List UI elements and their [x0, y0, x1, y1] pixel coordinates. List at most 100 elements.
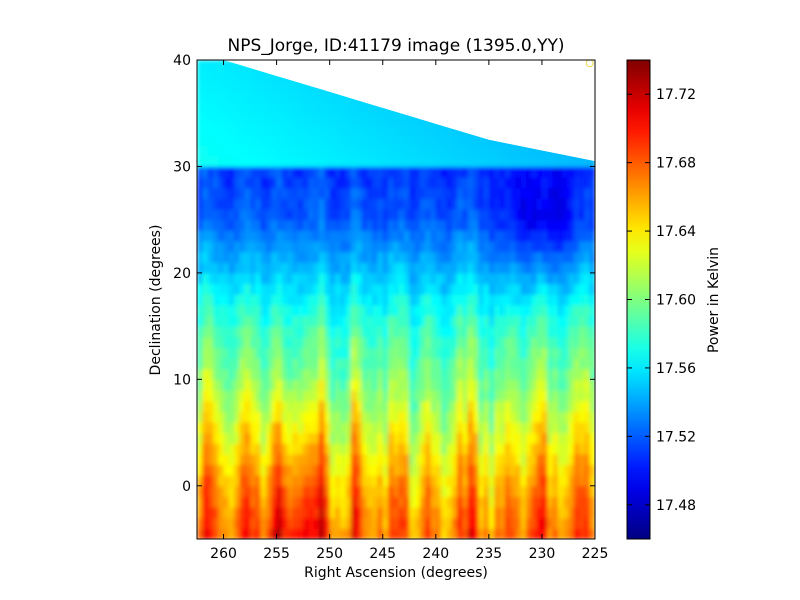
heatmap-cell	[276, 91, 283, 104]
heatmap-cell	[589, 304, 595, 317]
heatmap-cell	[552, 379, 559, 391]
heatmap-cell	[234, 336, 241, 348]
heatmap-cell	[457, 347, 463, 359]
heatmap-cell	[552, 283, 559, 295]
heatmap-cell	[547, 453, 554, 466]
heatmap-cell	[265, 421, 272, 434]
heatmap-cell	[303, 283, 310, 295]
heatmap-cell	[265, 347, 272, 359]
heatmap-cell	[244, 336, 251, 348]
heatmap-cell	[451, 283, 458, 295]
heatmap-cell	[541, 358, 548, 370]
heatmap-cell	[430, 453, 437, 466]
heatmap-cell	[197, 358, 203, 370]
heatmap-cell	[260, 198, 267, 210]
heatmap-cell	[372, 464, 379, 476]
heatmap-cell	[329, 294, 336, 306]
heatmap-cell	[393, 443, 400, 455]
heatmap-cell	[366, 187, 373, 199]
heatmap-cell	[234, 326, 241, 338]
heatmap-cell	[287, 91, 294, 104]
heatmap-cell	[393, 464, 400, 476]
heatmap-cell	[515, 507, 522, 519]
heatmap-cell	[526, 389, 532, 402]
heatmap-cell	[319, 528, 325, 539]
heatmap-cell	[271, 283, 278, 295]
heatmap-cell	[281, 134, 288, 146]
heatmap-cell	[526, 400, 532, 412]
heatmap-cell	[297, 294, 304, 306]
heatmap-cell	[467, 219, 474, 231]
heatmap-cell	[276, 411, 283, 423]
heatmap-cell	[372, 358, 379, 370]
heatmap-cell	[281, 315, 288, 327]
heatmap-cell	[419, 123, 426, 136]
heatmap-cell	[234, 475, 241, 487]
heatmap-cell	[297, 379, 304, 391]
heatmap-cell	[218, 283, 225, 295]
heatmap-cell	[377, 315, 384, 327]
heatmap-cell	[403, 528, 410, 539]
heatmap-cell	[239, 187, 246, 199]
heatmap-cell	[472, 219, 479, 231]
heatmap-cell	[388, 347, 394, 359]
heatmap-cell	[292, 336, 299, 348]
heatmap-cell	[504, 262, 511, 274]
heatmap-cell	[207, 262, 214, 274]
heatmap-cell	[584, 240, 591, 253]
heatmap-cell	[350, 464, 357, 476]
heatmap-cell	[457, 432, 463, 444]
heatmap-cell	[398, 389, 405, 402]
heatmap-cell	[239, 123, 246, 136]
heatmap-cell	[334, 262, 341, 274]
heatmap-cell	[441, 166, 448, 178]
heatmap-cell	[276, 102, 283, 114]
heatmap-cell	[287, 304, 294, 317]
heatmap-cell	[223, 262, 230, 274]
heatmap-cell	[287, 209, 294, 221]
heatmap-cell	[419, 283, 426, 295]
heatmap-cell	[478, 496, 485, 508]
heatmap-cell	[260, 528, 267, 539]
heatmap-cell	[388, 453, 394, 466]
heatmap-cell	[414, 113, 421, 125]
heatmap-cell	[478, 262, 485, 274]
heatmap-cell	[377, 155, 384, 168]
heatmap-cell	[584, 187, 591, 199]
heatmap-cell	[313, 443, 320, 455]
heatmap-cell	[520, 177, 527, 189]
heatmap-cell	[292, 443, 299, 455]
heatmap-cell	[212, 272, 219, 285]
heatmap-cell	[287, 517, 294, 529]
heatmap-cell	[281, 209, 288, 221]
heatmap-cell	[478, 251, 485, 263]
heatmap-cell	[520, 400, 527, 412]
heatmap-cell	[568, 198, 575, 210]
heatmap-cell	[446, 209, 453, 221]
heatmap-cell	[573, 198, 580, 210]
heatmap-cell	[324, 123, 331, 136]
heatmap-cell	[409, 230, 416, 242]
heatmap-cell	[483, 272, 490, 285]
heatmap-cell	[382, 262, 389, 274]
heatmap-cell	[334, 358, 341, 370]
heatmap-cell	[520, 145, 527, 157]
heatmap-cell	[425, 198, 432, 210]
heatmap-cell	[568, 209, 575, 221]
heatmap-cell	[356, 198, 363, 210]
heatmap-cell	[276, 283, 283, 295]
heatmap-cell	[515, 464, 522, 476]
heatmap-cell	[340, 443, 347, 455]
heatmap-cell	[281, 230, 288, 242]
heatmap-cell	[382, 187, 389, 199]
heatmap-cell	[547, 528, 554, 539]
heatmap-cell	[276, 379, 283, 391]
heatmap-cell	[526, 145, 532, 157]
heatmap-cell	[499, 209, 506, 221]
heatmap-cell	[409, 187, 416, 199]
heatmap-cell	[457, 517, 463, 529]
heatmap-cell	[467, 368, 474, 380]
heatmap-cell	[303, 145, 310, 157]
heatmap-cell	[265, 198, 272, 210]
heatmap-cell	[557, 304, 564, 317]
